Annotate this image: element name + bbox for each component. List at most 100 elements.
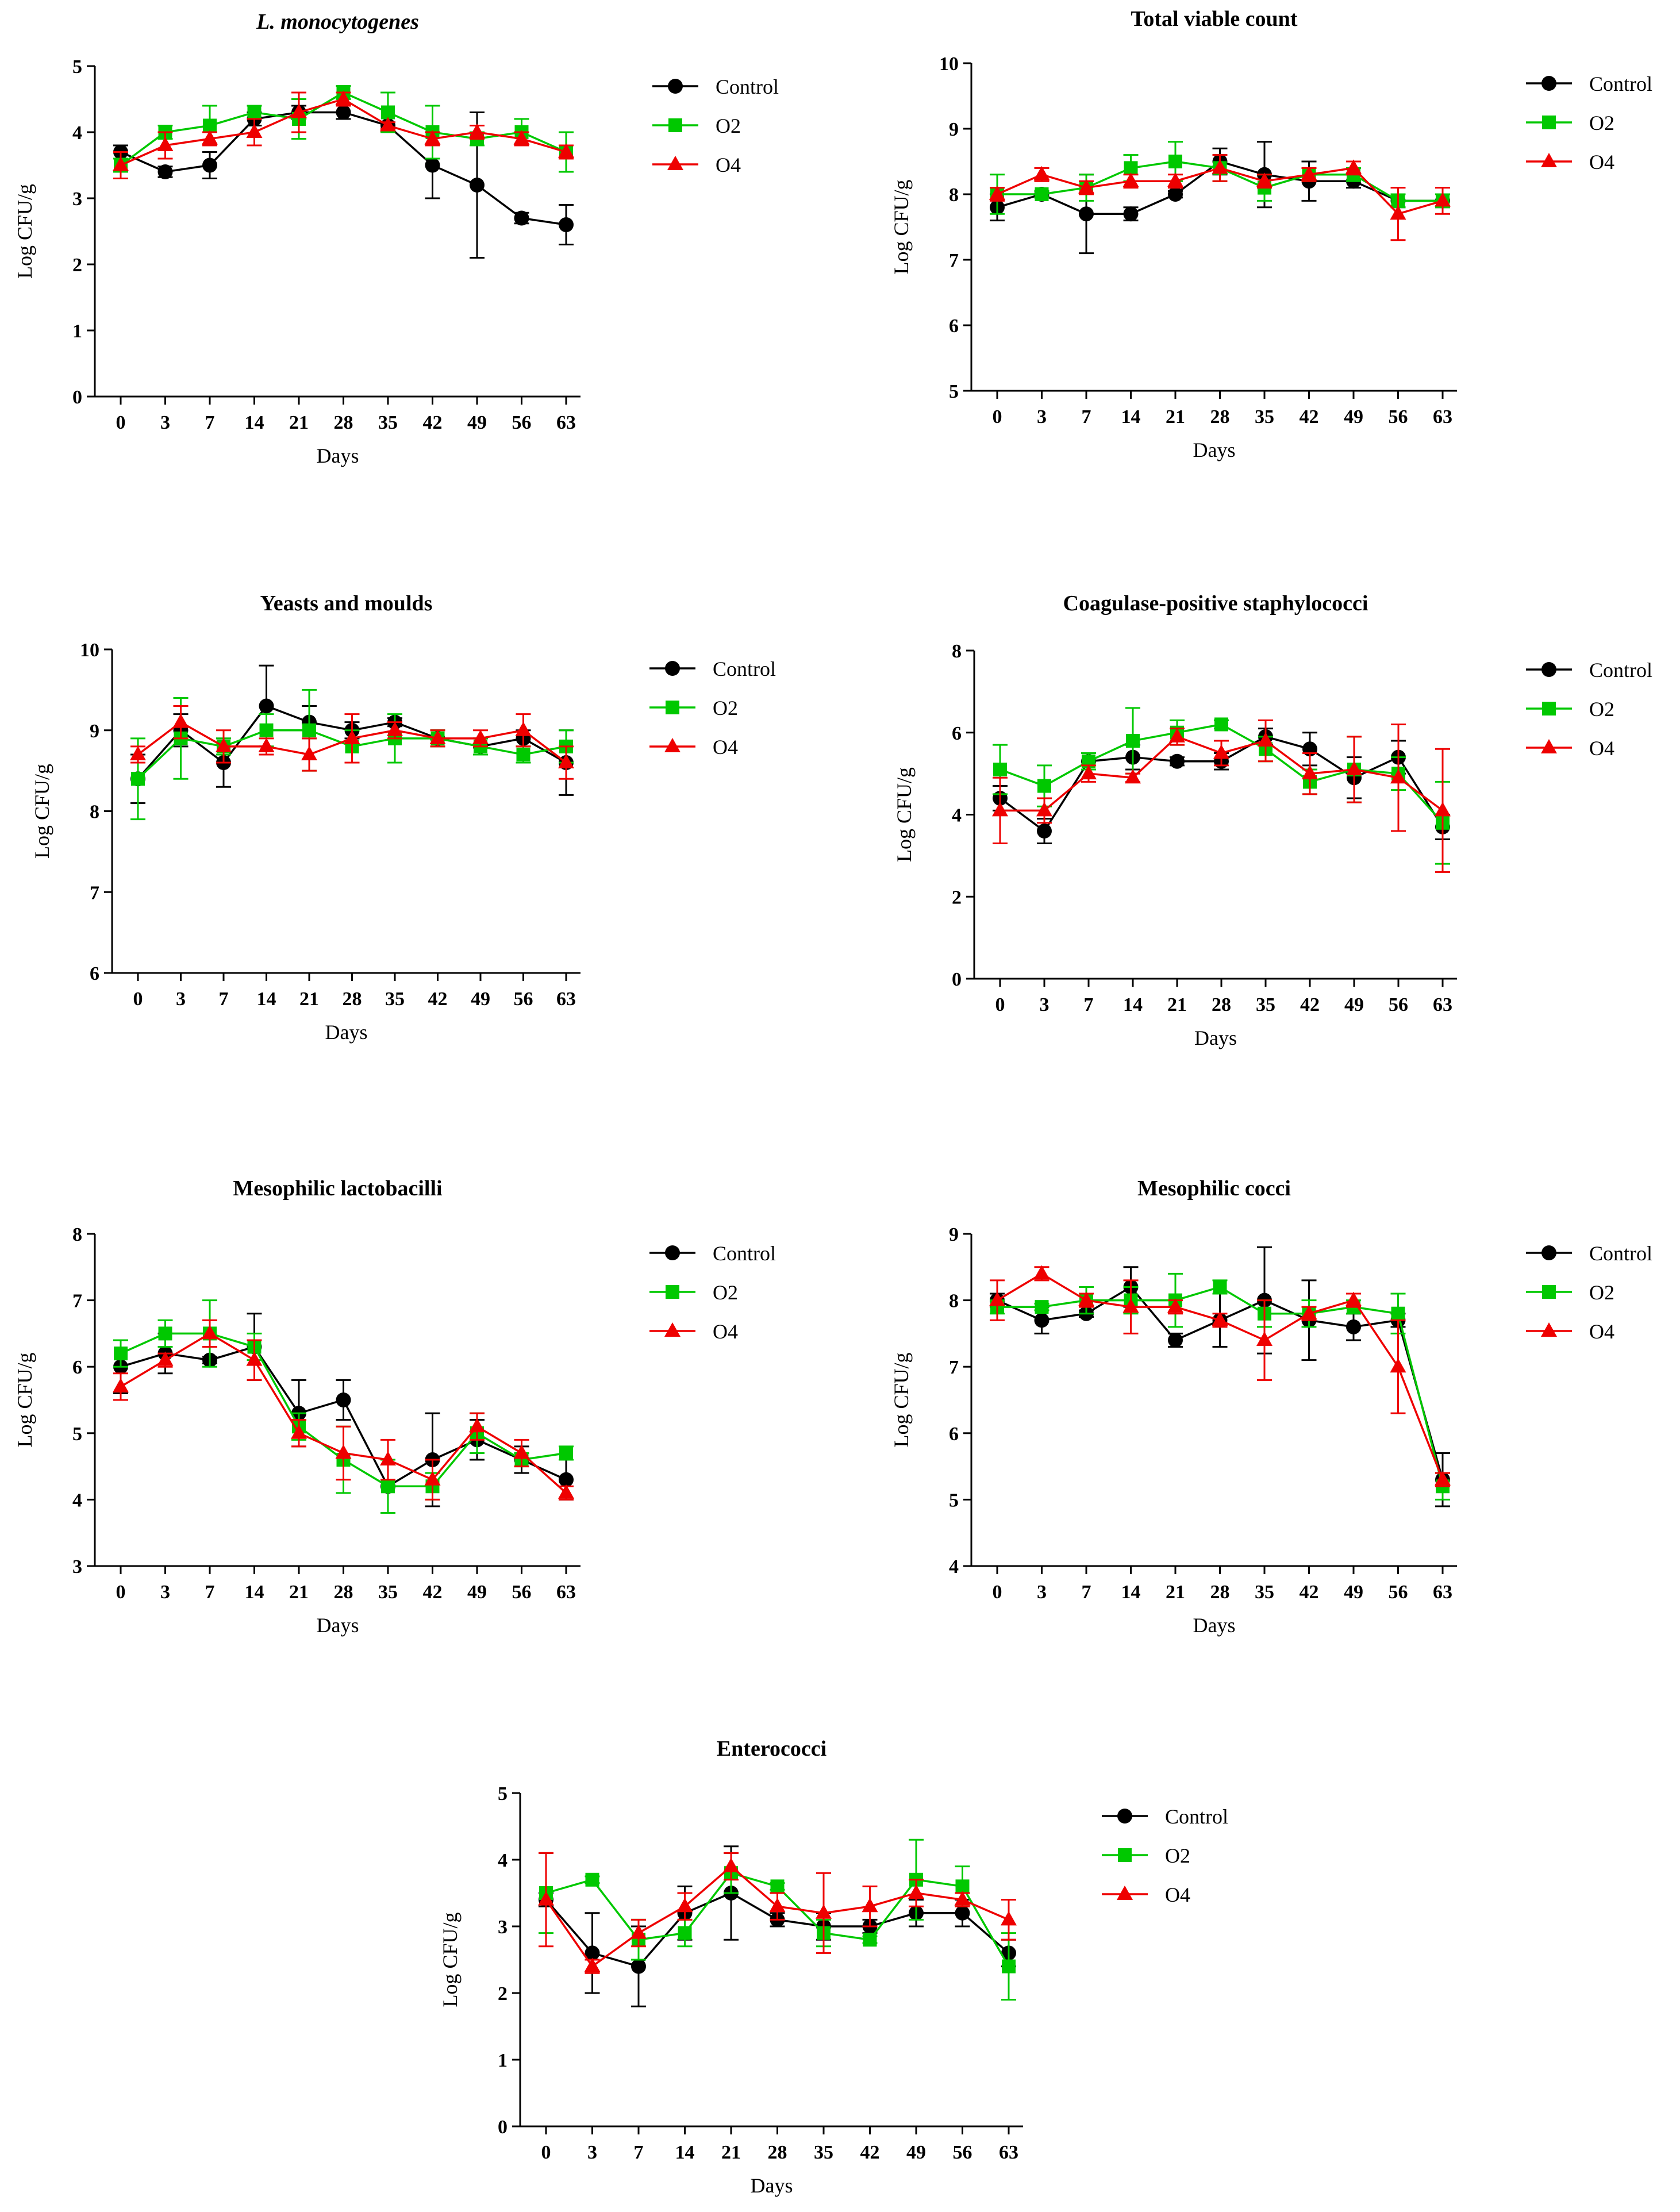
legend-label: O2 bbox=[1589, 698, 1614, 721]
x-tick-label: 7 bbox=[219, 988, 229, 1010]
legend-label: O4 bbox=[1589, 1320, 1614, 1343]
legend: Control O2 O4 bbox=[1526, 1242, 1652, 1343]
data-point bbox=[515, 721, 532, 736]
x-tick-label: 21 bbox=[721, 2142, 741, 2163]
chart-title: Yeasts and moulds bbox=[260, 591, 433, 615]
legend-label: Control bbox=[1589, 659, 1652, 682]
data-point bbox=[1002, 1959, 1016, 1974]
data-point bbox=[1037, 779, 1051, 793]
data-point bbox=[1212, 159, 1228, 174]
data-point bbox=[513, 1444, 530, 1459]
data-point bbox=[862, 1898, 878, 1913]
legend-marker bbox=[666, 701, 679, 714]
legend-label: O4 bbox=[713, 1320, 738, 1343]
y-tick-label: 5 bbox=[72, 1424, 82, 1445]
x-tick-label: 7 bbox=[205, 1582, 215, 1603]
legend-marker bbox=[1541, 76, 1556, 91]
legend-label: O2 bbox=[713, 697, 738, 720]
chart-panel-7: Enterococci 0 1 2 3 4 5 0 3 7 14 21 28 35 42 49 56 63 Days… bbox=[439, 1737, 1228, 2197]
data-point bbox=[131, 772, 145, 786]
x-tick-label: 14 bbox=[245, 1582, 264, 1603]
data-point bbox=[291, 1424, 307, 1439]
data-point bbox=[424, 130, 441, 145]
y-tick-label: 6 bbox=[90, 963, 99, 984]
data-point bbox=[301, 745, 317, 760]
series-o2 bbox=[993, 707, 1450, 865]
legend: Control O2 O4 bbox=[649, 657, 776, 759]
data-point bbox=[1301, 1305, 1317, 1319]
y-axis-label: Log CFU/g bbox=[439, 1912, 462, 2007]
x-tick-label: 3 bbox=[160, 1582, 170, 1603]
x-tick-label: 56 bbox=[953, 2142, 972, 2163]
data-point bbox=[1346, 1319, 1361, 1334]
x-tick-label: 42 bbox=[428, 988, 448, 1010]
data-point bbox=[559, 1446, 573, 1460]
y-tick-label: 5 bbox=[498, 1783, 508, 1805]
x-tick-label: 56 bbox=[1389, 994, 1408, 1015]
legend-marker bbox=[1541, 1322, 1557, 1337]
x-tick-label: 56 bbox=[1389, 1582, 1408, 1603]
x-tick-label: 56 bbox=[512, 1582, 532, 1603]
data-point bbox=[516, 747, 530, 761]
legend-label: Control bbox=[1165, 1805, 1228, 1828]
data-point bbox=[1122, 172, 1139, 187]
data-point bbox=[1034, 1313, 1049, 1328]
x-tick-label: 21 bbox=[1167, 994, 1187, 1015]
data-point bbox=[1033, 166, 1050, 180]
data-point bbox=[631, 1924, 647, 1939]
x-tick-label: 3 bbox=[1037, 406, 1047, 428]
data-point bbox=[381, 1479, 395, 1494]
data-point bbox=[469, 1418, 485, 1433]
data-point bbox=[1168, 1332, 1183, 1348]
data-point bbox=[1346, 760, 1362, 775]
x-tick-label: 21 bbox=[1166, 406, 1185, 428]
x-tick-label: 35 bbox=[814, 2142, 833, 2163]
y-tick-label: 2 bbox=[952, 887, 962, 908]
legend-marker bbox=[665, 1245, 680, 1260]
x-tick-label: 21 bbox=[299, 988, 319, 1010]
x-tick-label: 35 bbox=[378, 412, 398, 433]
x-tick-label: 35 bbox=[1255, 1582, 1274, 1603]
data-point bbox=[954, 1891, 971, 1906]
x-tick-label: 0 bbox=[541, 2142, 551, 2163]
x-tick-label: 63 bbox=[1433, 994, 1452, 1015]
x-tick-label: 42 bbox=[1300, 994, 1320, 1015]
x-tick-label: 35 bbox=[378, 1582, 398, 1603]
data-point bbox=[769, 1898, 786, 1913]
x-tick-label: 49 bbox=[471, 988, 490, 1010]
data-point bbox=[113, 1378, 129, 1392]
y-tick-label: 2 bbox=[498, 1983, 508, 2005]
data-point bbox=[989, 186, 1005, 200]
data-point bbox=[259, 723, 274, 737]
data-point bbox=[291, 103, 307, 118]
legend-label: O2 bbox=[1589, 1281, 1614, 1304]
data-point bbox=[336, 105, 351, 120]
data-point bbox=[1345, 159, 1362, 174]
data-point bbox=[258, 737, 275, 752]
y-axis-label: Log CFU/g bbox=[893, 767, 916, 862]
series-o4 bbox=[989, 1265, 1451, 1487]
legend-marker bbox=[1541, 662, 1556, 677]
series-o4 bbox=[113, 1319, 574, 1501]
y-tick-label: 10 bbox=[939, 53, 959, 75]
data-point bbox=[335, 90, 352, 105]
x-tick-label: 14 bbox=[675, 2142, 695, 2163]
x-tick-label: 28 bbox=[334, 1582, 353, 1603]
legend: Control O2 O4 bbox=[652, 75, 779, 176]
data-point bbox=[1435, 802, 1451, 817]
x-tick-label: 63 bbox=[556, 1582, 576, 1603]
data-point bbox=[1168, 187, 1183, 202]
x-axis-label: Days bbox=[317, 1614, 359, 1637]
data-point bbox=[1391, 1306, 1405, 1321]
y-tick-label: 8 bbox=[90, 802, 99, 823]
data-point bbox=[1169, 728, 1185, 743]
data-point bbox=[114, 1347, 128, 1361]
data-point bbox=[1123, 206, 1139, 222]
data-point bbox=[113, 156, 129, 171]
x-tick-label: 63 bbox=[1433, 406, 1452, 428]
x-tick-label: 0 bbox=[116, 412, 126, 433]
chart-title: Mesophilic cocci bbox=[1137, 1176, 1291, 1201]
data-point bbox=[157, 137, 174, 151]
x-tick-label: 0 bbox=[993, 1582, 1002, 1603]
data-point bbox=[559, 217, 574, 232]
